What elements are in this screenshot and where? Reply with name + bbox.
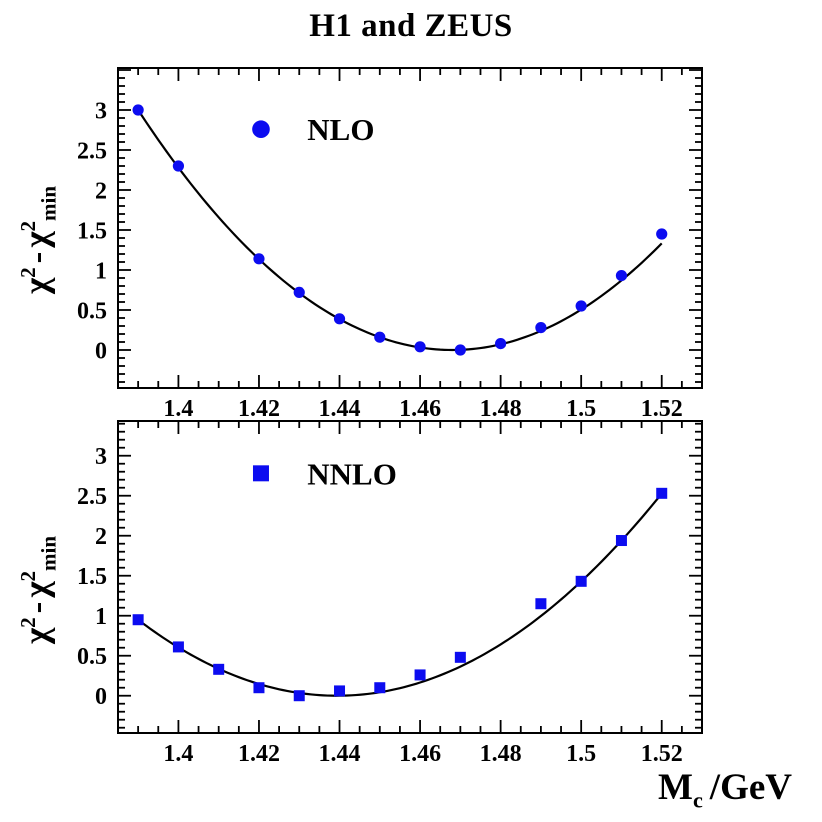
plot-frame bbox=[117, 67, 703, 389]
data-point-marker bbox=[213, 663, 225, 675]
axis-ticks bbox=[118, 421, 702, 733]
legend-label: NLO bbox=[307, 112, 374, 147]
data-point-marker bbox=[656, 228, 668, 240]
data-point-marker bbox=[495, 338, 507, 350]
y-tick-label: 1 bbox=[95, 259, 107, 285]
nlo-panel: 1.4 1.42 1.44 1.46 1.48 1.5 1.5200.511.522.53N… bbox=[77, 67, 703, 422]
x-tick-label: 1.44 bbox=[319, 741, 361, 767]
y-tick-label: 2.5 bbox=[77, 139, 107, 165]
data-point-marker bbox=[414, 341, 426, 353]
data-point-marker bbox=[575, 300, 587, 312]
x-tick-label: 1.52 bbox=[641, 396, 683, 422]
x-tick-label: 1.46 bbox=[399, 396, 441, 422]
data-point-marker bbox=[656, 487, 668, 499]
data-point-marker bbox=[615, 535, 627, 547]
x-tick-label: 1.4 bbox=[163, 741, 193, 767]
legend-label: NNLO bbox=[307, 456, 397, 491]
x-tick-label: 1.48 bbox=[480, 396, 522, 422]
data-point-marker bbox=[535, 598, 547, 610]
x-axis-label: Mc/GeV bbox=[658, 767, 792, 813]
data-point-marker bbox=[575, 575, 587, 587]
y-tick-label: 3 bbox=[95, 99, 107, 125]
axis-ticks bbox=[118, 68, 702, 388]
y-tick-label: 2 bbox=[95, 179, 107, 205]
y-axis-label-top: χ2-χ2min bbox=[16, 185, 61, 294]
data-point-marker bbox=[172, 641, 184, 653]
nlo-data-points bbox=[132, 104, 668, 356]
data-point-marker bbox=[253, 682, 265, 694]
y-tick-label: 1.5 bbox=[77, 219, 107, 245]
nlo-fit-curve bbox=[137, 109, 663, 352]
x-tick-label: 1.46 bbox=[399, 741, 441, 767]
x-tick-label: 1.52 bbox=[641, 741, 683, 767]
x-tick-label: 1.5 bbox=[566, 396, 596, 422]
data-point-marker bbox=[132, 104, 144, 116]
legend-marker-square bbox=[252, 465, 269, 482]
data-point-marker bbox=[132, 614, 144, 626]
y-tick-label: 0 bbox=[95, 339, 107, 365]
data-point-marker bbox=[374, 331, 386, 343]
data-point-marker bbox=[334, 685, 346, 697]
figure-title: H1 and ZEUS bbox=[309, 8, 513, 44]
x-tick-label: 1.42 bbox=[238, 741, 280, 767]
x-tick-label: 1.44 bbox=[319, 396, 361, 422]
y-tick-label: 1.5 bbox=[77, 564, 107, 590]
x-tick-label: 1.48 bbox=[480, 741, 522, 767]
y-axis-label-bottom: χ2-χ2min bbox=[16, 535, 61, 644]
y-tick-label: 0.5 bbox=[77, 299, 107, 325]
y-tick-label: 3 bbox=[95, 444, 107, 470]
nnlo-data-points bbox=[132, 487, 668, 702]
legend-marker-circle bbox=[252, 120, 270, 138]
y-tick-label: 2.5 bbox=[77, 484, 107, 510]
y-tick-label: 0.5 bbox=[77, 644, 107, 670]
data-point-marker bbox=[293, 286, 305, 298]
data-point-marker bbox=[454, 344, 466, 356]
data-point-marker bbox=[414, 669, 426, 681]
nnlo-fit-curve bbox=[137, 492, 663, 697]
plot-frame bbox=[117, 420, 703, 734]
data-point-marker bbox=[333, 313, 346, 325]
data-point-marker bbox=[293, 690, 305, 702]
data-point-marker bbox=[374, 682, 386, 694]
data-point-marker bbox=[253, 253, 265, 265]
y-tick-label: 1 bbox=[95, 604, 107, 630]
x-tick-label: 1.5 bbox=[566, 741, 596, 767]
y-tick-label: 2 bbox=[95, 524, 107, 550]
y-tick-label: 0 bbox=[95, 684, 107, 710]
data-point-marker bbox=[535, 322, 547, 334]
data-point-marker bbox=[454, 651, 466, 663]
data-point-marker bbox=[172, 160, 185, 172]
x-tick-label: 1.42 bbox=[238, 396, 280, 422]
data-point-marker bbox=[615, 270, 628, 282]
x-tick-label: 1.4 bbox=[163, 396, 193, 422]
